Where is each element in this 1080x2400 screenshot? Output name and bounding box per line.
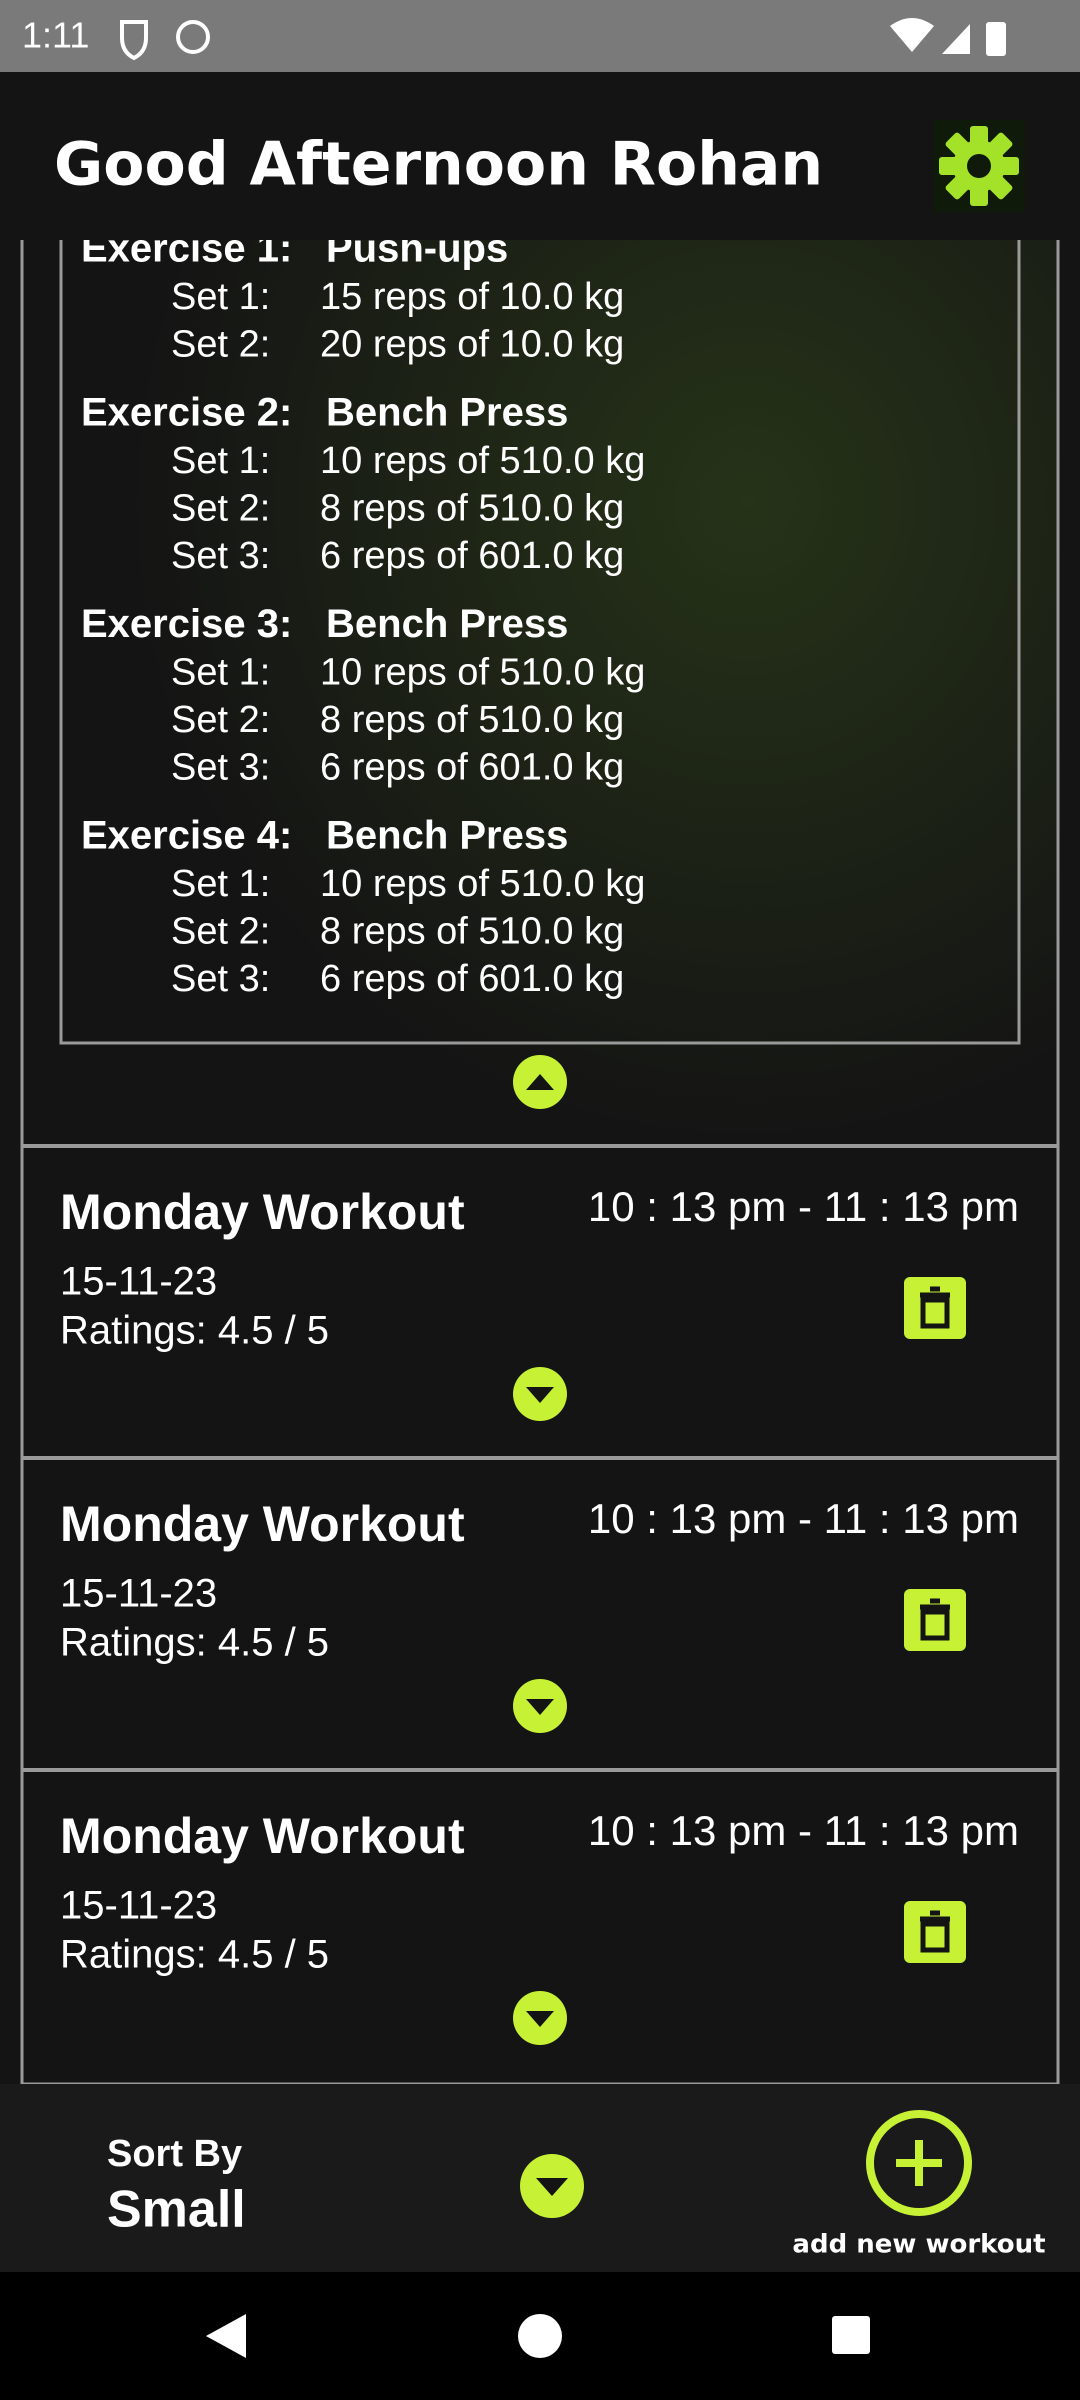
set-detail: 6 reps of 601.0 kg (320, 958, 624, 1000)
exercise-label: Exercise 4: (81, 814, 292, 858)
add-workout-button[interactable] (866, 2110, 972, 2216)
workout-title: Monday Workout (60, 1808, 465, 1864)
exercise-label: Exercise 2: (81, 391, 292, 435)
shield-icon (120, 20, 148, 61)
greeting-title: Good Afternoon Rohan (54, 130, 823, 200)
set-label: Set 1: (171, 652, 270, 694)
signal-icon (942, 24, 970, 54)
workout-rating: Ratings: 4.5 / 5 (60, 1933, 329, 1977)
sort-label: Sort By (107, 2133, 242, 2175)
app-header (0, 72, 1080, 240)
set-detail: 8 reps of 510.0 kg (320, 699, 624, 741)
workout-date: 15-11-23 (60, 1884, 217, 1928)
workout-date: 15-11-23 (60, 1572, 217, 1616)
trash-icon (920, 1286, 950, 1329)
app-icon (176, 20, 210, 54)
add-workout-label: add new workout (792, 2230, 1045, 2260)
wifi-icon (890, 18, 934, 52)
plus-icon (896, 2140, 942, 2186)
status-time: 1:11 (22, 15, 89, 56)
workout-time: 10 : 13 pm - 11 : 13 pm (588, 1495, 1019, 1542)
arrow-up-icon (526, 1074, 554, 1090)
set-detail: 15 reps of 10.0 kg (320, 276, 624, 318)
settings-icon (939, 126, 1019, 206)
set-detail: 6 reps of 601.0 kg (320, 535, 624, 577)
set-label: Set 2: (171, 911, 270, 953)
delete-button[interactable] (904, 1277, 966, 1339)
set-detail: 10 reps of 510.0 kg (320, 440, 645, 482)
set-label: Set 3: (171, 747, 270, 789)
set-label: Set 3: (171, 535, 270, 577)
arrow-down-icon (526, 1699, 554, 1715)
set-detail: 8 reps of 510.0 kg (320, 488, 624, 530)
workout-title: Monday Workout (60, 1184, 465, 1240)
home-button[interactable] (518, 2314, 562, 2358)
trash-icon (920, 1910, 950, 1953)
set-label: Set 3: (171, 958, 270, 1000)
expanded-card (22, 72, 1058, 1146)
sort-value: Small (107, 2181, 246, 2239)
battery-icon (986, 22, 1006, 56)
workout-list: Monday Workout 10 : 13 pm - 11 : 13 pm 15-… (22, 1183, 1058, 2045)
back-icon (206, 2314, 246, 2358)
exercise-name: Bench Press (326, 391, 568, 435)
set-label: Set 2: (171, 488, 270, 530)
set-detail: 20 reps of 10.0 kg (320, 324, 624, 366)
arrow-down-icon (526, 1387, 554, 1403)
set-label: Set 2: (171, 699, 270, 741)
set-label: Set 1: (171, 863, 270, 905)
set-detail: 6 reps of 601.0 kg (320, 747, 624, 789)
workout-title: Monday Workout (60, 1496, 465, 1552)
set-label: Set 2: (171, 324, 270, 366)
workout-rating: Ratings: 4.5 / 5 (60, 1309, 329, 1353)
arrow-down-icon (536, 2178, 568, 2196)
delete-button[interactable] (904, 1589, 966, 1651)
workout-time: 10 : 13 pm - 11 : 13 pm (588, 1807, 1019, 1854)
set-label: Set 1: (171, 276, 270, 318)
set-detail: 8 reps of 510.0 kg (320, 911, 624, 953)
workout-time: 10 : 13 pm - 11 : 13 pm (588, 1183, 1019, 1230)
set-detail: 10 reps of 510.0 kg (320, 652, 645, 694)
exercise-name: Bench Press (326, 602, 568, 646)
delete-button[interactable] (904, 1901, 966, 1963)
exercise-name: Bench Press (326, 814, 568, 858)
workout-date: 15-11-23 (60, 1260, 217, 1304)
trash-icon (920, 1598, 950, 1641)
recents-button[interactable] (832, 2316, 870, 2354)
workout-rating: Ratings: 4.5 / 5 (60, 1621, 329, 1665)
exercise-label: Exercise 3: (81, 602, 292, 646)
set-detail: 10 reps of 510.0 kg (320, 863, 645, 905)
arrow-down-icon (526, 2011, 554, 2027)
set-label: Set 1: (171, 440, 270, 482)
